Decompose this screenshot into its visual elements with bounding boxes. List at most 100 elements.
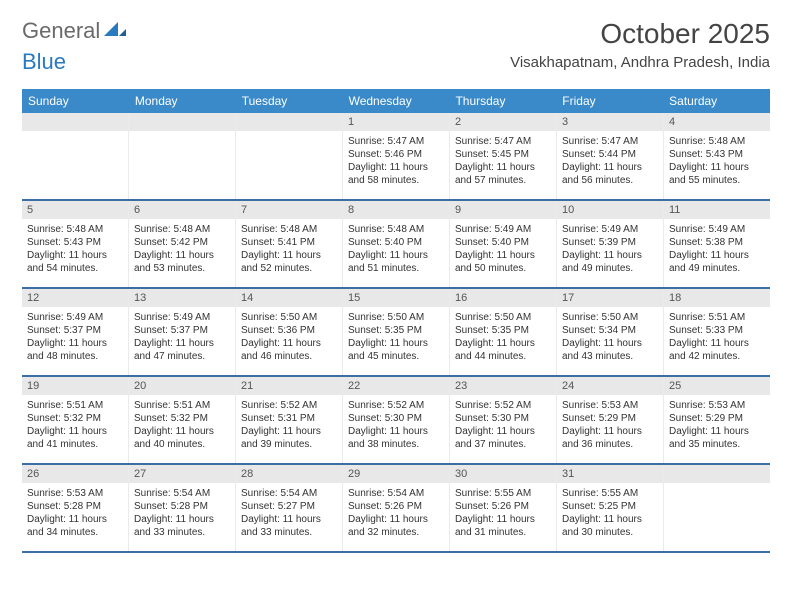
day-cell: 25Sunrise: 5:53 AMSunset: 5:29 PMDayligh… <box>664 377 770 463</box>
sunrise-text: Sunrise: 5:53 AM <box>669 399 765 412</box>
day-number: 21 <box>236 377 342 395</box>
sunrise-text: Sunrise: 5:54 AM <box>241 487 337 500</box>
day-number: 5 <box>22 201 128 219</box>
day-number: 16 <box>450 289 556 307</box>
day-body: Sunrise: 5:49 AMSunset: 5:37 PMDaylight:… <box>22 309 128 367</box>
sunrise-text: Sunrise: 5:49 AM <box>27 311 123 324</box>
day-cell <box>129 113 236 199</box>
calendar: SundayMondayTuesdayWednesdayThursdayFrid… <box>22 89 770 553</box>
daylight-text: Daylight: 11 hours and 34 minutes. <box>27 513 123 539</box>
day-number: 30 <box>450 465 556 483</box>
day-number: 12 <box>22 289 128 307</box>
sunrise-text: Sunrise: 5:49 AM <box>669 223 765 236</box>
day-number: 31 <box>557 465 663 483</box>
sunrise-text: Sunrise: 5:48 AM <box>134 223 230 236</box>
sunrise-text: Sunrise: 5:50 AM <box>455 311 551 324</box>
day-cell: 10Sunrise: 5:49 AMSunset: 5:39 PMDayligh… <box>557 201 664 287</box>
daylight-text: Daylight: 11 hours and 35 minutes. <box>669 425 765 451</box>
daylight-text: Daylight: 11 hours and 44 minutes. <box>455 337 551 363</box>
daylight-text: Daylight: 11 hours and 56 minutes. <box>562 161 658 187</box>
day-cell: 28Sunrise: 5:54 AMSunset: 5:27 PMDayligh… <box>236 465 343 551</box>
daylight-text: Daylight: 11 hours and 42 minutes. <box>669 337 765 363</box>
day-number <box>22 113 128 131</box>
day-body: Sunrise: 5:51 AMSunset: 5:32 PMDaylight:… <box>22 397 128 455</box>
day-cell: 29Sunrise: 5:54 AMSunset: 5:26 PMDayligh… <box>343 465 450 551</box>
day-number <box>129 113 235 131</box>
day-cell <box>664 465 770 551</box>
week-row: 12Sunrise: 5:49 AMSunset: 5:37 PMDayligh… <box>22 289 770 377</box>
day-number: 19 <box>22 377 128 395</box>
daylight-text: Daylight: 11 hours and 49 minutes. <box>562 249 658 275</box>
day-cell: 8Sunrise: 5:48 AMSunset: 5:40 PMDaylight… <box>343 201 450 287</box>
day-body: Sunrise: 5:53 AMSunset: 5:28 PMDaylight:… <box>22 485 128 543</box>
sunset-text: Sunset: 5:37 PM <box>27 324 123 337</box>
day-of-week-header: SundayMondayTuesdayWednesdayThursdayFrid… <box>22 89 770 113</box>
daylight-text: Daylight: 11 hours and 55 minutes. <box>669 161 765 187</box>
dow-cell: Thursday <box>449 89 556 113</box>
day-number: 22 <box>343 377 449 395</box>
sunrise-text: Sunrise: 5:47 AM <box>455 135 551 148</box>
sunrise-text: Sunrise: 5:55 AM <box>455 487 551 500</box>
sunrise-text: Sunrise: 5:48 AM <box>27 223 123 236</box>
day-number: 15 <box>343 289 449 307</box>
day-number: 14 <box>236 289 342 307</box>
sunrise-text: Sunrise: 5:49 AM <box>562 223 658 236</box>
day-number: 1 <box>343 113 449 131</box>
daylight-text: Daylight: 11 hours and 33 minutes. <box>241 513 337 539</box>
daylight-text: Daylight: 11 hours and 37 minutes. <box>455 425 551 451</box>
sunset-text: Sunset: 5:35 PM <box>348 324 444 337</box>
day-cell: 6Sunrise: 5:48 AMSunset: 5:42 PMDaylight… <box>129 201 236 287</box>
day-body: Sunrise: 5:49 AMSunset: 5:40 PMDaylight:… <box>450 221 556 279</box>
sunrise-text: Sunrise: 5:51 AM <box>669 311 765 324</box>
day-body: Sunrise: 5:48 AMSunset: 5:41 PMDaylight:… <box>236 221 342 279</box>
sunrise-text: Sunrise: 5:55 AM <box>562 487 658 500</box>
week-row: 5 Sunrise: 5:48 AMSunset: 5:43 PMDaylight… <box>22 201 770 289</box>
sunset-text: Sunset: 5:35 PM <box>455 324 551 337</box>
daylight-text: Daylight: 11 hours and 36 minutes. <box>562 425 658 451</box>
day-body: Sunrise: 5:47 AMSunset: 5:44 PMDaylight:… <box>557 133 663 191</box>
day-body: Sunrise: 5:48 AMSunset: 5:40 PMDaylight:… <box>343 221 449 279</box>
day-cell: 12 Sunrise: 5:49 AMSunset: 5:37 PMDayligh… <box>22 289 129 375</box>
day-body: Sunrise: 5:51 AMSunset: 5:33 PMDaylight:… <box>664 309 770 367</box>
day-body: Sunrise: 5:50 AMSunset: 5:35 PMDaylight:… <box>343 309 449 367</box>
sunset-text: Sunset: 5:36 PM <box>241 324 337 337</box>
dow-cell: Sunday <box>22 89 129 113</box>
sunrise-text: Sunrise: 5:52 AM <box>455 399 551 412</box>
day-number: 23 <box>450 377 556 395</box>
sunrise-text: Sunrise: 5:50 AM <box>562 311 658 324</box>
day-cell: 2Sunrise: 5:47 AMSunset: 5:45 PMDaylight… <box>450 113 557 199</box>
day-number: 10 <box>557 201 663 219</box>
day-body: Sunrise: 5:50 AMSunset: 5:36 PMDaylight:… <box>236 309 342 367</box>
day-body: Sunrise: 5:50 AMSunset: 5:35 PMDaylight:… <box>450 309 556 367</box>
day-number: 26 <box>22 465 128 483</box>
dow-cell: Tuesday <box>236 89 343 113</box>
day-body: Sunrise: 5:48 AMSunset: 5:43 PMDaylight:… <box>664 133 770 191</box>
location: Visakhapatnam, Andhra Pradesh, India <box>510 54 770 71</box>
sunset-text: Sunset: 5:28 PM <box>27 500 123 513</box>
day-cell: 18Sunrise: 5:51 AMSunset: 5:33 PMDayligh… <box>664 289 770 375</box>
sunset-text: Sunset: 5:26 PM <box>348 500 444 513</box>
sunrise-text: Sunrise: 5:48 AM <box>348 223 444 236</box>
day-cell: 27Sunrise: 5:54 AMSunset: 5:28 PMDayligh… <box>129 465 236 551</box>
day-body: Sunrise: 5:48 AMSunset: 5:43 PMDaylight:… <box>22 221 128 279</box>
day-cell: 14 Sunrise: 5:50 AMSunset: 5:36 PMDayligh… <box>236 289 343 375</box>
daylight-text: Daylight: 11 hours and 50 minutes. <box>455 249 551 275</box>
day-cell: 21Sunrise: 5:52 AMSunset: 5:31 PMDayligh… <box>236 377 343 463</box>
day-body: Sunrise: 5:50 AMSunset: 5:34 PMDaylight:… <box>557 309 663 367</box>
sunset-text: Sunset: 5:30 PM <box>455 412 551 425</box>
daylight-text: Daylight: 11 hours and 38 minutes. <box>348 425 444 451</box>
daylight-text: Daylight: 11 hours and 43 minutes. <box>562 337 658 363</box>
month-title: October 2025 <box>510 18 770 50</box>
logo: General <box>22 18 126 44</box>
sunset-text: Sunset: 5:41 PM <box>241 236 337 249</box>
sunrise-text: Sunrise: 5:50 AM <box>241 311 337 324</box>
sunset-text: Sunset: 5:26 PM <box>455 500 551 513</box>
sunrise-text: Sunrise: 5:50 AM <box>348 311 444 324</box>
day-body: Sunrise: 5:52 AMSunset: 5:30 PMDaylight:… <box>450 397 556 455</box>
sunset-text: Sunset: 5:30 PM <box>348 412 444 425</box>
sunset-text: Sunset: 5:46 PM <box>348 148 444 161</box>
day-cell: 1Sunrise: 5:47 AMSunset: 5:46 PMDaylight… <box>343 113 450 199</box>
daylight-text: Daylight: 11 hours and 54 minutes. <box>27 249 123 275</box>
sunset-text: Sunset: 5:29 PM <box>562 412 658 425</box>
day-cell: 31Sunrise: 5:55 AMSunset: 5:25 PMDayligh… <box>557 465 664 551</box>
